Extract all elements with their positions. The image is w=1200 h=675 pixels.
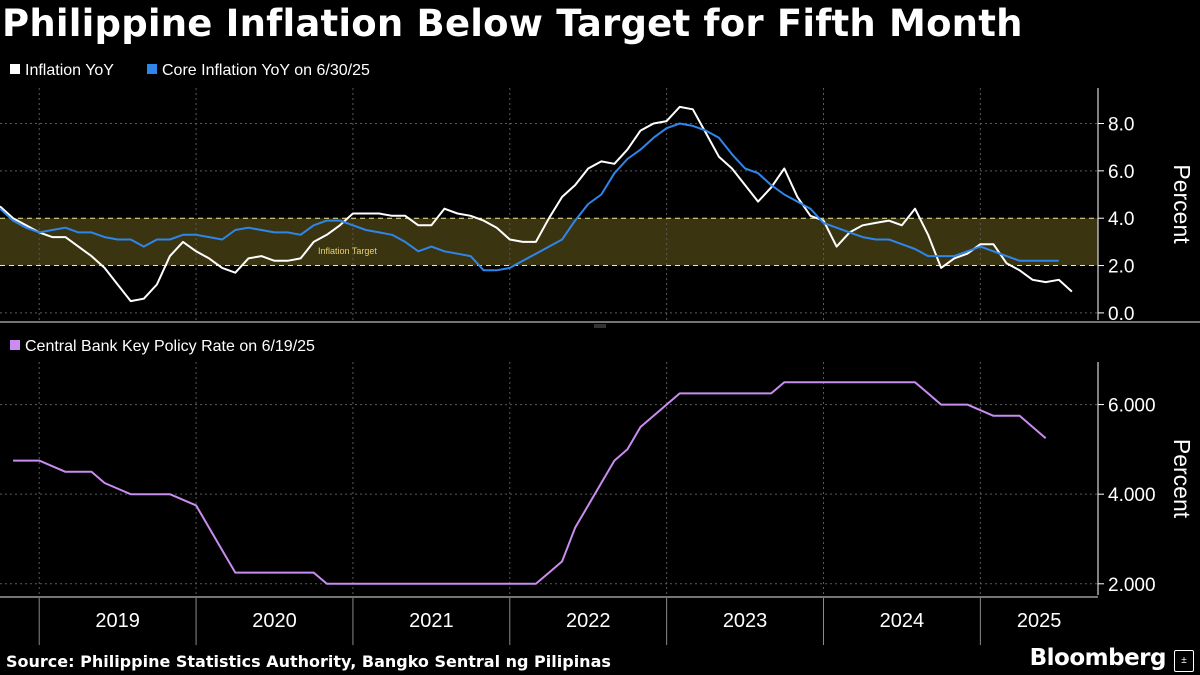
x-tick-label-year: 2025 bbox=[1017, 610, 1062, 632]
y-tick-label-bottom: 4.000 bbox=[1108, 485, 1156, 506]
plus-minus-icon: ± bbox=[1174, 650, 1194, 672]
inflation-yoy-line bbox=[0, 105, 1073, 303]
bloomberg-logo: Bloomberg bbox=[1029, 645, 1167, 671]
y-tick-label-bottom: 6.000 bbox=[1108, 396, 1156, 417]
chart-title: Philippine Inflation Below Target for Fi… bbox=[2, 2, 1023, 45]
y-tick-label-top: 4.0 bbox=[1108, 209, 1134, 230]
x-tick-label-year: 2021 bbox=[409, 610, 454, 632]
legend-label-core: Core Inflation YoY on 6/30/25 bbox=[162, 62, 370, 79]
legend-label-policy: Central Bank Key Policy Rate on 6/19/25 bbox=[25, 338, 315, 355]
legend-swatch-inflation bbox=[10, 64, 20, 74]
y-tick-label-top: 8.0 bbox=[1108, 115, 1134, 136]
x-tick-label-year: 2022 bbox=[566, 610, 611, 632]
legend-swatch-core bbox=[147, 64, 157, 74]
y-tick-label-top: 2.0 bbox=[1108, 257, 1134, 278]
legend-label-inflation: Inflation YoY bbox=[25, 62, 114, 79]
y-tick-label-top: 6.0 bbox=[1108, 162, 1134, 183]
inflation-target-band bbox=[0, 218, 1098, 266]
legend-swatch-policy bbox=[10, 340, 20, 350]
y-tick-label-top: 0.0 bbox=[1108, 304, 1134, 325]
y-axis-label-top: Percent bbox=[1169, 164, 1195, 244]
y-axis-label-bottom: Percent bbox=[1169, 439, 1195, 519]
x-tick-label-year: 2024 bbox=[880, 610, 925, 632]
core-inflation-line bbox=[0, 122, 1059, 272]
x-tick-label-year: 2023 bbox=[723, 610, 768, 632]
policy-rate-line bbox=[13, 381, 1047, 585]
x-tick-label-year: 2020 bbox=[252, 610, 297, 632]
inflation-target-label: Inflation Target bbox=[318, 246, 377, 256]
y-tick-label-bottom: 2.000 bbox=[1108, 575, 1156, 596]
source-note: Source: Philippine Statistics Authority,… bbox=[6, 652, 611, 671]
x-tick-label-year: 2019 bbox=[95, 610, 140, 632]
